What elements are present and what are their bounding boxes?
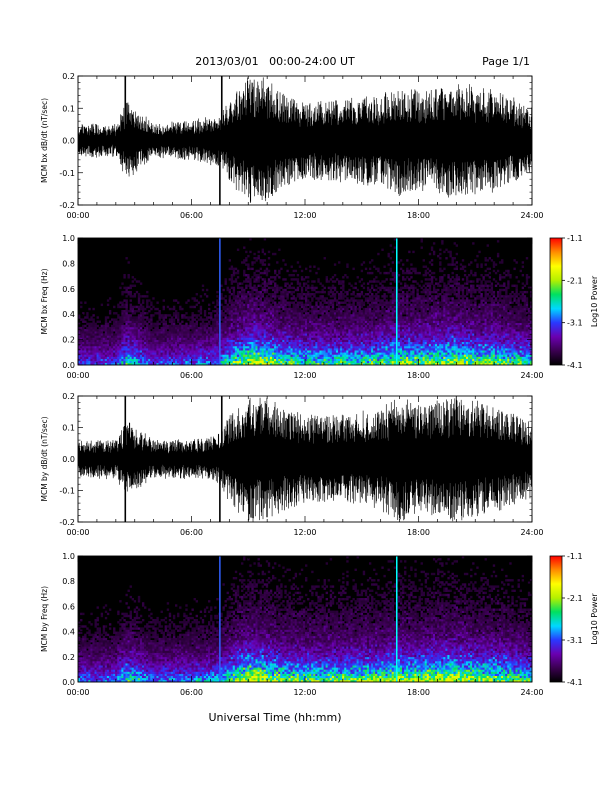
y-tick-label: 0.2 — [62, 392, 75, 401]
colorbar-tick-label: -2.1 — [567, 276, 583, 285]
x-tick-label: 12:00 — [293, 528, 316, 537]
x-tick-label: 00:00 — [66, 211, 89, 220]
y-axis-label: MCM by Freq (Hz) — [40, 586, 49, 652]
y-tick-label: 0.1 — [62, 424, 75, 433]
y-tick-label: -0.1 — [59, 487, 75, 496]
colorbar-tick-label: -3.1 — [567, 319, 583, 328]
x-tick-label: 00:00 — [66, 688, 89, 697]
colorbar — [549, 237, 563, 366]
colorbar-tick-label: -2.1 — [567, 594, 583, 603]
panel-bx-spectrogram: -1.1 -2.1 -3.1 -4.1 Log10 Power 00:00 06:00 12:… — [40, 234, 599, 380]
colorbar-tick-label: -4.1 — [567, 678, 583, 687]
y-tick-label: 0.8 — [62, 577, 75, 586]
x-tick-label: 00:00 — [66, 528, 89, 537]
x-tick-label: 06:00 — [180, 528, 203, 537]
panel-by-dbdt: 00:00 06:00 12:00 18:00 24:00 0.2 0.1 0.0 -0.1 -0… — [40, 392, 544, 537]
y-tick-label: 0.2 — [62, 72, 75, 81]
colorbar-tick-label: -1.1 — [567, 234, 583, 243]
x-tick-label: 18:00 — [407, 371, 430, 380]
page-number: Page 1/1 — [482, 55, 530, 68]
x-tick-label: 06:00 — [180, 688, 203, 697]
x-axis-title: Universal Time (hh:mm) — [209, 711, 342, 724]
y-tick-label: 0.6 — [62, 602, 75, 611]
x-tick-label: 12:00 — [293, 371, 316, 380]
y-tick-label: 0.0 — [62, 137, 75, 146]
y-tick-label: 0.4 — [62, 310, 75, 319]
y-tick-label: 1.0 — [62, 552, 75, 561]
y-tick-label: -0.2 — [59, 518, 75, 527]
spectrogram-cells — [78, 556, 533, 683]
colorbar-tick-label: -1.1 — [567, 552, 583, 561]
x-tick-label: 12:00 — [293, 688, 316, 697]
colorbar-label: Log10 Power — [590, 593, 599, 645]
x-tick-label: 06:00 — [180, 371, 203, 380]
y-tick-label: -0.1 — [59, 169, 75, 178]
colorbar-tick-label: -3.1 — [567, 636, 583, 645]
y-tick-label: 0.0 — [62, 361, 75, 370]
y-tick-label: 0.2 — [62, 653, 75, 662]
y-axis-label: MCM by dB/dt (nT/sec) — [40, 416, 49, 501]
y-axis-label: MCM bx Freq (Hz) — [40, 268, 49, 334]
x-tick-label: 24:00 — [520, 528, 543, 537]
y-tick-label: 0.6 — [62, 285, 75, 294]
y-tick-label: 0.2 — [62, 336, 75, 345]
colorbar-tick-label: -4.1 — [567, 361, 583, 370]
y-tick-label: 0.0 — [62, 678, 75, 687]
x-tick-label: 24:00 — [520, 688, 543, 697]
y-tick-label: 0.4 — [62, 628, 75, 637]
x-tick-label: 18:00 — [407, 688, 430, 697]
dbdt-trace — [78, 396, 532, 522]
x-tick-label: 18:00 — [407, 211, 430, 220]
panel-bx-dbdt: 00:00 06:00 12:00 18:00 24:00 0.2 0.1 0.0 -0.1 -0… — [40, 72, 544, 220]
x-tick-label: 12:00 — [293, 211, 316, 220]
panel-by-spectrogram: -1.1 -2.1 -3.1 -4.1 Log10 Power 00:00 06:00 12:… — [40, 552, 599, 697]
spectrogram-cells — [78, 238, 533, 366]
x-tick-label: 18:00 — [407, 528, 430, 537]
x-tick-label: 24:00 — [520, 371, 543, 380]
x-tick-label: 00:00 — [66, 371, 89, 380]
x-tick-label: 24:00 — [520, 211, 543, 220]
plot-title: 2013/03/01 00:00-24:00 UT — [195, 55, 355, 68]
colorbar-label: Log10 Power — [590, 275, 599, 327]
y-tick-label: 0.1 — [62, 104, 75, 113]
dbdt-trace — [78, 77, 532, 204]
y-tick-label: 0.8 — [62, 259, 75, 268]
y-tick-label: 0.0 — [62, 455, 75, 464]
y-axis-label: MCM bx dB/dt (nT/sec) — [40, 98, 49, 183]
x-tick-label: 06:00 — [180, 211, 203, 220]
y-tick-label: 1.0 — [62, 234, 75, 243]
y-tick-label: -0.2 — [59, 201, 75, 210]
colorbar — [549, 555, 563, 683]
